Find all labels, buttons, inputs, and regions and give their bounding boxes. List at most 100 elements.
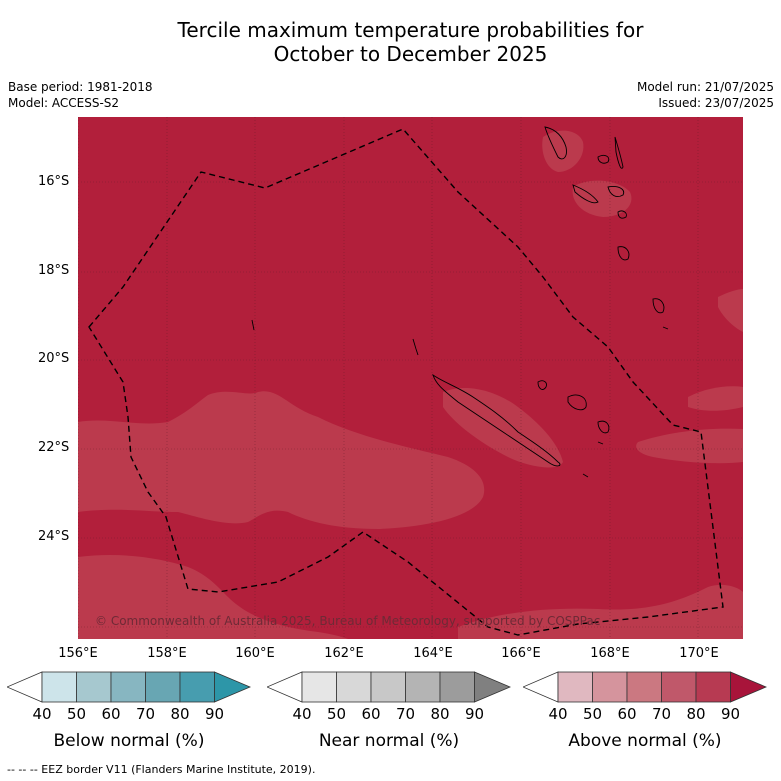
probability-field-above-70-80-vanuatu-central xyxy=(572,180,632,217)
maewo-outline xyxy=(597,154,610,164)
probability-field-above-70-80-southeast xyxy=(458,584,743,639)
colorbar-below-bin-80-90 xyxy=(179,671,215,703)
probability-field-above-70-80-south xyxy=(78,391,485,529)
chesterfield-outline xyxy=(251,319,255,331)
colorbar-near-bin-50-60 xyxy=(336,671,372,703)
copyright-notice: © Commonwealth of Australia 2025, Bureau… xyxy=(95,614,601,628)
lon-label-156e: 156°E xyxy=(58,646,98,661)
colorbar-above-normal xyxy=(523,671,767,703)
malakula-outline xyxy=(572,184,599,204)
model-run: Model run: 21/07/2025 xyxy=(636,80,774,94)
colorbar-near-bin-70-80 xyxy=(405,671,441,703)
efate-outline xyxy=(617,210,627,219)
lon-label-168e: 168°E xyxy=(590,646,630,661)
colorbar-below-tick: 60 xyxy=(101,705,121,723)
colorbar-near-tick: 70 xyxy=(395,705,416,723)
colorbar-above-tick: 90 xyxy=(720,705,741,723)
colorbar-below-tick: 40 xyxy=(32,705,52,723)
probability-field-above-70-80-far-east xyxy=(688,386,743,411)
colorbar-near-bin-40-50 xyxy=(301,671,337,703)
eez-footer-note: -- -- -- EEZ border V11 (Flanders Marine… xyxy=(7,763,316,776)
lon-label-164e: 164°E xyxy=(413,646,453,661)
colorbar-below-tick: 50 xyxy=(66,705,87,723)
colorbar-above-tick: 60 xyxy=(617,705,637,723)
colorbar-near-min-arrow xyxy=(267,671,303,703)
colorbar-below-bin-60-70 xyxy=(110,671,146,703)
colorbar-above-tick: 70 xyxy=(651,705,672,723)
lat-label-16s: 16°S xyxy=(38,174,70,189)
belep-islands-outline xyxy=(412,338,419,356)
colorbar-below-tick: 70 xyxy=(135,705,156,723)
probability-field-above-80-90 xyxy=(78,117,743,639)
map-svg xyxy=(78,117,743,639)
probability-field-above-70-80-east xyxy=(636,428,743,464)
colorbar-above-bin-50-60 xyxy=(592,671,628,703)
colorbar-above-tick: 80 xyxy=(686,705,706,723)
aneityum-outline xyxy=(662,326,669,330)
espiritu-santo-outline xyxy=(544,126,567,160)
colorbar-above-bin-60-70 xyxy=(626,671,662,703)
probability-field-above-70-80-vanuatu-north xyxy=(542,130,584,172)
loyalty-ouvea-outline xyxy=(537,380,547,390)
colorbar-near-tick: 40 xyxy=(292,705,312,723)
colorbar-below-label: Below normal (%) xyxy=(53,731,205,751)
colorbar-near-tick: 50 xyxy=(326,705,347,723)
colorbar-below-max-arrow xyxy=(214,671,251,703)
gridlines xyxy=(78,117,743,639)
colorbar-above-min-arrow xyxy=(523,671,559,703)
eez-border xyxy=(88,128,724,636)
meta-right: Model run: 21/07/2025 Issued: 23/07/2025 xyxy=(637,79,774,111)
lon-label-162e: 162°E xyxy=(324,646,364,661)
colorbar-near-bin-80-90 xyxy=(439,671,475,703)
colorbar-below-min-arrow xyxy=(7,671,43,703)
colorbar-below-tick: 80 xyxy=(170,705,190,723)
colorbar-above-tick: 50 xyxy=(582,705,603,723)
loyalty-mare-outline xyxy=(597,420,610,434)
colorbar-above-bin-40-50 xyxy=(557,671,593,703)
colorbar-near-tick: 60 xyxy=(361,705,381,723)
isle-of-pines-outline xyxy=(582,473,589,478)
tanna-outline xyxy=(652,298,665,314)
map-panel xyxy=(78,117,743,639)
lon-label-170e: 170°E xyxy=(679,646,719,661)
colorbar-above-label: Above normal (%) xyxy=(568,731,722,751)
model-name: Model: ACCESS-S2 xyxy=(8,96,120,110)
new-caledonia-outline xyxy=(432,373,561,467)
issued-date: Issued: 23/07/2025 xyxy=(658,96,774,110)
colorbar-below-tick: 90 xyxy=(204,705,225,723)
colorbar-above-bin-80-90 xyxy=(695,671,731,703)
colorbar-below-bin-70-80 xyxy=(145,671,181,703)
colorbar-above-tick: 40 xyxy=(548,705,568,723)
colorbar-near-max-arrow xyxy=(474,671,511,703)
colorbar-near-normal xyxy=(267,671,511,703)
loyalty-lifou-outline xyxy=(567,394,587,411)
lon-label-160e: 160°E xyxy=(235,646,275,661)
lon-label-158e: 158°E xyxy=(147,646,187,661)
erromango-outline xyxy=(617,246,630,261)
colorbar-below-bin-40-50 xyxy=(41,671,77,703)
lat-label-24s: 24°S xyxy=(38,529,70,544)
meta-left: Base period: 1981-2018 Model: ACCESS-S2 xyxy=(8,79,153,111)
probability-field-above-70-80-northeast xyxy=(718,289,743,332)
base-period: Base period: 1981-2018 xyxy=(8,80,153,94)
lon-label-166e: 166°E xyxy=(501,646,541,661)
lat-label-22s: 22°S xyxy=(38,440,70,455)
title-line-1: Tercile maximum temperature probabilitie… xyxy=(177,18,644,42)
pentecost-outline xyxy=(614,136,624,169)
probability-field-above-70-80-new-caledonia xyxy=(443,387,563,468)
lat-label-18s: 18°S xyxy=(38,263,70,278)
title-line-2: October to December 2025 xyxy=(273,42,548,66)
probability-field-above-70-80-southwest xyxy=(78,555,348,639)
colorbar-below-normal xyxy=(7,671,251,703)
colorbar-near-bin-60-70 xyxy=(370,671,406,703)
colorbar-above-bin-70-80 xyxy=(661,671,697,703)
chart-title: Tercile maximum temperature probabilitie… xyxy=(0,18,781,66)
colorbar-near-tick: 90 xyxy=(464,705,485,723)
lat-label-20s: 20°S xyxy=(38,351,70,366)
colorbar-near-label: Near normal (%) xyxy=(318,731,460,751)
land-outlines xyxy=(251,126,669,478)
colorbar-near-tick: 80 xyxy=(430,705,450,723)
colorbar-above-max-arrow xyxy=(730,671,767,703)
colorbar-below-bin-50-60 xyxy=(76,671,112,703)
epi-outline xyxy=(607,186,625,198)
